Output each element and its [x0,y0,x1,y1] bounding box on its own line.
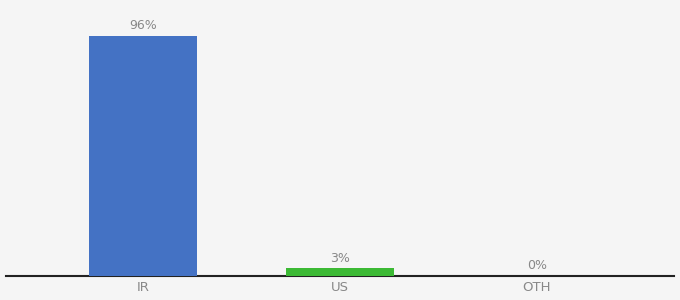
Bar [286,268,394,276]
Text: 3%: 3% [330,252,350,265]
Text: 96%: 96% [129,19,157,32]
Text: 0%: 0% [527,259,547,272]
Bar [89,36,197,276]
